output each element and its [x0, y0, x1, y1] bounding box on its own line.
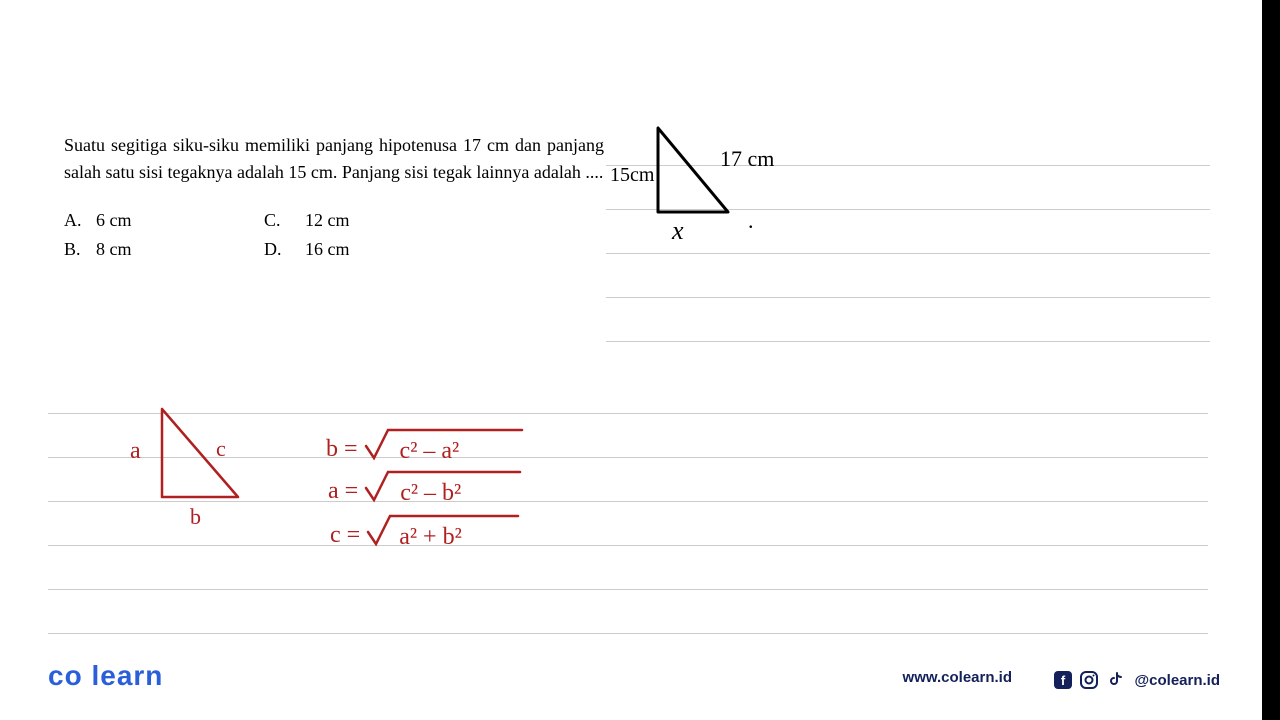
option-c: C. 12 cm [264, 210, 414, 231]
question-text: Suatu segitiga siku-siku memiliki panjan… [64, 132, 604, 186]
option-b: B.8 cm [64, 239, 264, 260]
footer: co learn www.colearn.id f @colearn.id [0, 660, 1262, 696]
options: A.6 cm C. 12 cm B.8 cm D. 16 cm [64, 210, 414, 268]
instagram-icon [1079, 670, 1099, 690]
black-label-vertical: 15cm [610, 164, 654, 187]
facebook-icon: f [1053, 670, 1073, 690]
content: Suatu segitiga siku-siku memiliki panjan… [0, 0, 1262, 720]
formula-a: a = c² – b² [328, 468, 591, 505]
black-label-hypotenuse: 17 cm [720, 146, 774, 172]
option-a: A.6 cm [64, 210, 264, 231]
red-triangle-diagram [152, 405, 247, 505]
black-dot: . [748, 208, 754, 234]
social-handle: @colearn.id [1135, 672, 1220, 689]
black-label-base: x [672, 216, 684, 246]
website-url: www.colearn.id [903, 669, 1012, 686]
red-label-vertical: a [130, 438, 141, 465]
social-section: f @colearn.id [1053, 670, 1220, 690]
svg-text:f: f [1060, 673, 1065, 688]
logo: co learn [48, 660, 163, 692]
tiktok-icon [1105, 670, 1125, 690]
page-border [1262, 0, 1280, 720]
formula-c: c = a² + b² [330, 512, 590, 549]
option-d: D. 16 cm [264, 239, 414, 260]
red-label-hypotenuse: c [216, 436, 226, 462]
formula-b: b = c² – a² [326, 426, 589, 463]
red-label-base: b [190, 504, 201, 530]
